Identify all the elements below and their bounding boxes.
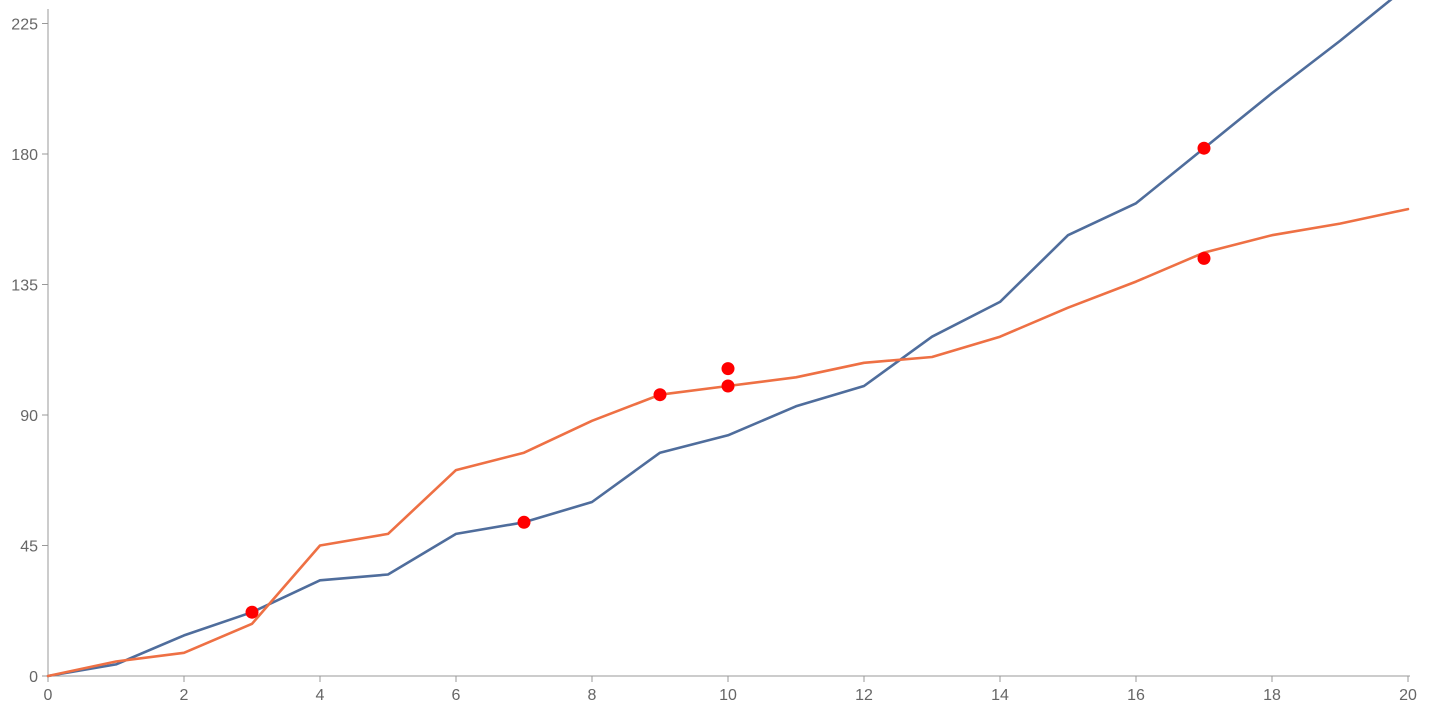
x-tick-label: 2 [180, 687, 189, 704]
x-tick-label: 4 [316, 687, 325, 704]
data-point-marker [721, 379, 735, 393]
x-tick-label: 6 [452, 687, 461, 704]
x-tick-label: 20 [1399, 687, 1417, 704]
x-tick-label: 18 [1263, 687, 1281, 704]
data-point-marker [653, 388, 667, 402]
x-tick-label: 12 [855, 687, 873, 704]
marker-layer [245, 141, 1211, 619]
x-tick-label: 14 [991, 687, 1009, 704]
data-point-marker [245, 605, 259, 619]
x-tick-label: 16 [1127, 687, 1145, 704]
y-tick-label: 135 [11, 278, 38, 295]
data-point-marker [1197, 251, 1211, 265]
axes: 0 2 4 6 8 10 12 14 16 18 20 0 45 90 135 180 225 [11, 9, 1417, 704]
data-point-marker [721, 362, 735, 376]
y-tick-label: 225 [11, 17, 38, 34]
x-tick-label: 10 [719, 687, 737, 704]
data-point-marker [1197, 141, 1211, 155]
y-tick-label: 180 [11, 147, 38, 164]
y-tick-label: 0 [29, 669, 38, 686]
x-tick-label: 8 [588, 687, 597, 704]
series-layer [46, 0, 1410, 678]
series-line-1 [46, 0, 1393, 678]
data-point-marker [517, 515, 531, 529]
y-tick-label: 45 [20, 539, 38, 556]
x-tick-label: 0 [44, 687, 53, 704]
y-tick-label: 90 [20, 408, 38, 425]
